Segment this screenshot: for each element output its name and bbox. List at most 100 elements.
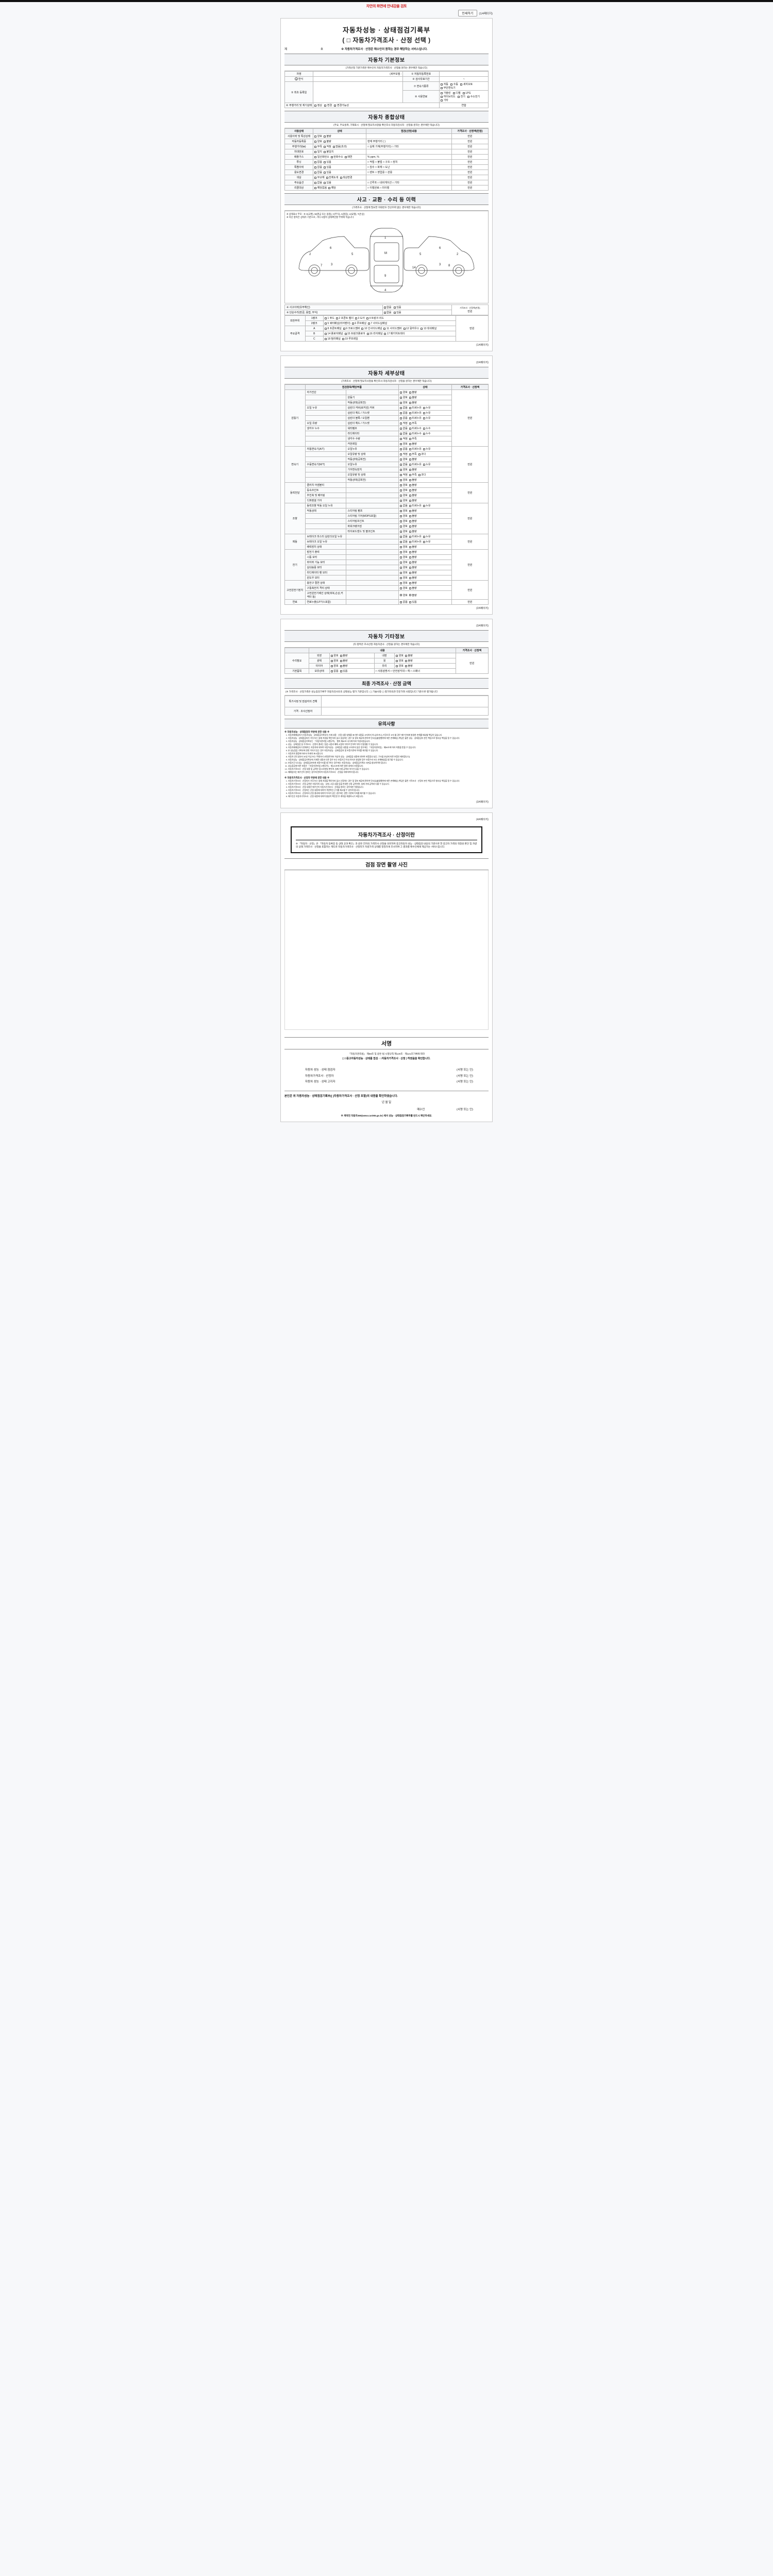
detail-opts-2-1[interactable]: 양호 불량 <box>398 487 452 493</box>
detail-3-0-opt-0[interactable]: 없음 <box>400 504 408 507</box>
detail-5-1-opt-1[interactable]: 불량 <box>409 555 417 559</box>
opt-fuel-electric[interactable]: 전기 <box>458 95 465 98</box>
detail-price-0[interactable]: 만원 <box>451 389 489 447</box>
detail-4-1-opt-0[interactable]: 없음 <box>400 540 408 544</box>
overall-opts-7[interactable]: 없음 있음 <box>313 170 366 175</box>
detail-price-5[interactable]: 만원 <box>451 549 489 581</box>
detail-opts-1-2[interactable]: 양호 불량 <box>398 456 452 462</box>
overall-detail-3[interactable] <box>365 149 452 155</box>
detail-3-0-opt-1[interactable]: 미세누유 <box>409 504 422 507</box>
detail-0-8-opt-1[interactable]: 미세누수 <box>409 432 422 435</box>
row-opts-accident[interactable]: 없음 있음 <box>382 304 452 310</box>
etc2-2-opt-0[interactable]: 양호 <box>396 664 404 668</box>
detail-opts-7-0[interactable]: 없음 있음 <box>398 599 452 605</box>
etc-opts2-1[interactable]: 양호 불량 <box>394 658 456 664</box>
detail-opts-0-3[interactable]: 없음 미세누유 누유 <box>398 405 452 411</box>
detail-opts-4-1[interactable]: 없음 미세누유 누유 <box>398 539 452 545</box>
cell-accident-price[interactable]: 가격조사 · 산정액(만원) 만원 <box>451 304 489 315</box>
overall-0-opt-1[interactable]: 불량 <box>324 134 331 138</box>
detail-2-2-opt-1[interactable]: 불량 <box>409 494 417 497</box>
detail-price-4[interactable]: 만원 <box>451 534 489 550</box>
detail-opts-3-1[interactable]: 양호 불량 <box>398 508 452 514</box>
detail-5-3-opt-0[interactable]: 양호 <box>400 566 408 569</box>
overall-10-opt-1[interactable]: 해당 <box>328 186 336 190</box>
overall-detail-2[interactable]: □ 실제 기재(주행거리) □ 기타 <box>365 144 452 149</box>
detail-1-1-opt-0[interactable]: 적정 <box>400 452 408 456</box>
overall-detail-4[interactable]: % ppm, % <box>365 154 452 160</box>
detail-opts-3-4[interactable]: 양호 불량 <box>398 523 452 529</box>
detail-opts-6-1[interactable]: 양호 불량 <box>398 585 452 591</box>
overall-price-9[interactable]: 만원 <box>451 180 489 185</box>
detail-1-4-opt-0[interactable]: 양호 <box>400 468 408 471</box>
detail-5-5-opt-1[interactable]: 불량 <box>409 576 417 580</box>
etc2-2-opt-1[interactable]: 불량 <box>405 664 413 668</box>
overall-0-opt-0[interactable]: 양호 <box>314 134 322 138</box>
overall-detail-8[interactable] <box>365 175 452 180</box>
parts-items-1[interactable]: 5 쿼터패널(리어펜더) 6 루프패널 7 사이드실패널 <box>323 320 456 326</box>
detail-opts-4-0[interactable]: 없음 미세누유 누유 <box>398 534 452 539</box>
cell-sebumodel[interactable]: (세부모델 : <box>313 71 404 77</box>
part-item-1-2[interactable]: 7 사이드실패널 <box>367 321 387 325</box>
part-item-3-0[interactable]: 14 플로어패널 <box>325 332 343 335</box>
detail-opts-0-2[interactable]: 양호 불량 <box>398 400 452 405</box>
etc-1-opt-1[interactable]: 불량 <box>340 659 347 663</box>
detail-opts-1-1[interactable]: 적정 부족 과다 <box>398 451 452 457</box>
part-item-0-1[interactable]: 2 프론트 휀더 <box>335 316 354 320</box>
detail-1-5-opt-0[interactable]: 적정 <box>400 473 408 477</box>
detail-1-1-opt-1[interactable]: 부족 <box>409 452 417 456</box>
opt-fuel-hybrid[interactable]: 하이브리드 <box>441 95 456 98</box>
detail-3-3-opt-1[interactable]: 불량 <box>409 519 417 523</box>
etc2-1-opt-0[interactable]: 양호 <box>396 659 404 663</box>
detail-2-2-opt-0[interactable]: 양호 <box>400 494 408 497</box>
cell-geomsa-value[interactable]: ~ <box>439 76 489 82</box>
opt-repair-exist[interactable]: 있음 <box>393 311 401 314</box>
detail-4-1-opt-1[interactable]: 미세누유 <box>409 540 422 544</box>
overall-opts-10[interactable]: 해당없음 해당 <box>313 185 366 191</box>
detail-5-1-opt-0[interactable]: 양호 <box>400 555 408 559</box>
detail-3-1-opt-0[interactable]: 양호 <box>400 509 408 513</box>
detail-opts-3-2[interactable]: 양호 불량 <box>398 513 452 519</box>
parts-items-0[interactable]: 1 후드 2 프론트 휀더 3 도어 4 트렁크 리드 <box>323 315 456 321</box>
etc-price[interactable]: 만원 <box>455 653 489 674</box>
overall-detail-1[interactable]: 현재 주행거리 ( ) <box>365 139 452 144</box>
overall-2-opt-1[interactable]: 적정 <box>324 145 331 148</box>
detail-opts-5-3[interactable]: 양호 불량 <box>398 565 452 570</box>
detail-1-5-opt-1[interactable]: 부족 <box>409 473 417 477</box>
detail-price-6[interactable]: 만원 <box>451 580 489 600</box>
detail-0-1-opt-0[interactable]: 양호 <box>400 396 408 399</box>
detail-2-3-opt-1[interactable]: 불량 <box>409 499 417 502</box>
detail-5-3-opt-1[interactable]: 불량 <box>409 566 417 569</box>
etc-opts-2[interactable]: 양호 불량 <box>329 663 375 669</box>
overall-2-opt-2[interactable]: 많음(초과) <box>332 145 347 148</box>
detail-1-4-opt-1[interactable]: 불량 <box>409 468 417 471</box>
value-special-note[interactable] <box>321 696 489 707</box>
detail-4-1-opt-2[interactable]: 누유 <box>423 540 431 544</box>
detail-3-5-opt-0[interactable]: 양호 <box>400 530 408 533</box>
detail-price-3[interactable]: 만원 <box>451 503 489 534</box>
detail-7-0-opt-0[interactable]: 없음 <box>400 600 408 604</box>
opt-accident-none[interactable]: 없음 <box>383 306 391 309</box>
detail-3-4-opt-0[interactable]: 양호 <box>400 524 408 528</box>
detail-5-0-opt-0[interactable]: 양호 <box>400 550 408 554</box>
detail-0-5-opt-0[interactable]: 없음 <box>400 416 408 420</box>
overall-price-3[interactable]: 만원 <box>451 149 489 155</box>
detail-3-2-opt-1[interactable]: 불량 <box>409 514 417 518</box>
detail-0-0-opt-1[interactable]: 불량 <box>409 391 417 394</box>
overall-5-opt-1[interactable]: 있음 <box>324 160 331 164</box>
detail-opts-5-2[interactable]: 양호 불량 <box>398 560 452 565</box>
etc-opts-3[interactable]: 없음 있음 <box>329 668 375 674</box>
overall-3-opt-0[interactable]: 일치 <box>314 150 322 154</box>
part-item-3-2[interactable]: 16 리어패널 <box>366 332 382 335</box>
overall-6-opt-0[interactable]: 없음 <box>314 165 322 169</box>
overall-price-7[interactable]: 만원 <box>451 170 489 175</box>
detail-opts-0-8[interactable]: 없음 미세누수 누수 <box>398 431 452 436</box>
overall-9-opt-1[interactable]: 있음 <box>324 181 331 184</box>
role-sign[interactable]: (서명 또는 인) <box>456 1074 473 1078</box>
overall-7-opt-1[interactable]: 있음 <box>324 171 331 174</box>
detail-6-1-opt-0[interactable]: 양호 <box>400 586 408 590</box>
detail-5-4-opt-1[interactable]: 불량 <box>409 571 417 574</box>
cell-deungrok-value[interactable] <box>439 71 489 77</box>
detail-0-7-opt-0[interactable]: 없음 <box>400 427 408 430</box>
detail-opts-1-4[interactable]: 양호 불량 <box>398 467 452 472</box>
detail-opts-1-3[interactable]: 없음 미세누유 누유 <box>398 462 452 467</box>
